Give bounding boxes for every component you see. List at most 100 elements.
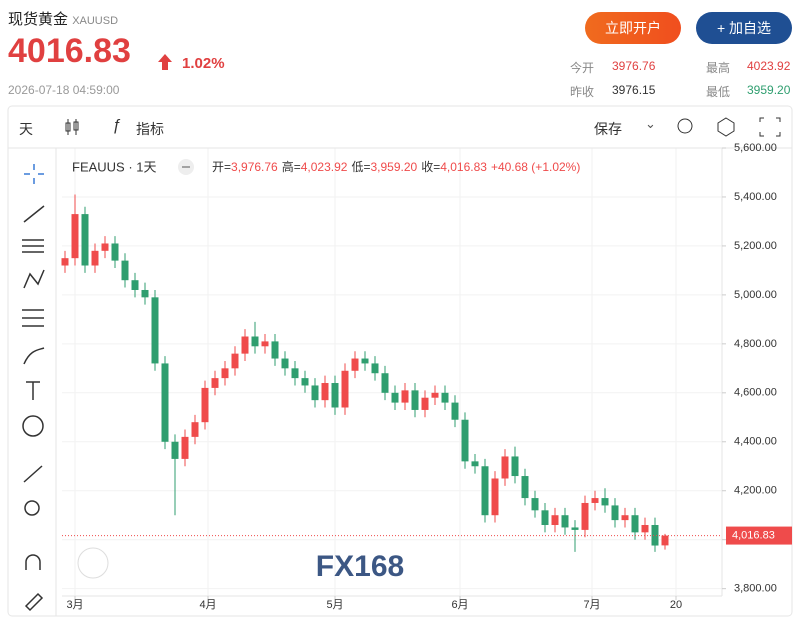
emoji-tool[interactable] (22, 415, 44, 437)
candle-body (661, 535, 669, 546)
candle-body (331, 383, 339, 408)
candle-body (651, 525, 659, 546)
text-tool[interactable] (26, 381, 40, 400)
stat-value: 3959.20 (747, 83, 791, 97)
candle-body (581, 502, 589, 530)
chart-style-button[interactable] (64, 117, 80, 137)
candle-body (281, 358, 289, 369)
settings[interactable] (717, 117, 735, 137)
candle-body (541, 510, 549, 526)
candle-body (251, 336, 259, 347)
candle-body (431, 392, 439, 398)
candle-body (361, 358, 369, 364)
candle-body (631, 515, 639, 533)
candle-body (531, 498, 539, 511)
candle-body (551, 515, 559, 526)
candle-body (221, 368, 229, 379)
candle-body (421, 397, 429, 410)
candle-body (521, 476, 529, 499)
candle-body (411, 390, 419, 410)
candle-body (571, 527, 579, 530)
lock-tool[interactable] (24, 592, 44, 612)
stat-value: 4023.92 (747, 59, 791, 73)
candle-body (641, 525, 649, 533)
x-tick-label: 6月 (451, 599, 468, 611)
x-tick-label: 5月 (326, 599, 343, 611)
y-tick-label: 5,400.00 (734, 191, 777, 203)
candle-body (401, 390, 409, 403)
candle-body (351, 358, 359, 371)
candle-body (201, 387, 209, 423)
candle-body (501, 456, 509, 479)
watermark: FX168 (316, 550, 404, 583)
quick-search[interactable] (677, 118, 693, 134)
x-tick-label: 7月 (583, 599, 600, 611)
legend-text: 4,023.92 (301, 160, 348, 174)
x-tick-label: 3月 (66, 599, 83, 611)
x-tick-label: 20 (670, 599, 682, 611)
brush-tool[interactable] (23, 347, 45, 365)
ruler-tool[interactable] (23, 465, 43, 483)
candle-body (481, 466, 489, 516)
candle-body (441, 392, 449, 403)
up-arrow (158, 54, 172, 70)
legend-text: 高= (282, 159, 301, 174)
save-button[interactable]: 保存 (594, 121, 622, 137)
y-tick-label: 5,200.00 (734, 240, 777, 252)
y-tick-label: 5,000.00 (734, 289, 777, 301)
legend-text: 收= (421, 160, 440, 174)
title: 现货黄金 (8, 11, 69, 28)
candle-body (321, 383, 329, 401)
y-tick-label: 4,600.00 (734, 387, 777, 399)
toolbar-icons (677, 117, 781, 137)
crosshair-tool[interactable] (24, 164, 44, 184)
y-tick-label: 4,400.00 (734, 436, 777, 448)
stat-label: 今开 (570, 61, 595, 75)
header-title: 现货黄金 XAUUSD (8, 8, 118, 29)
candle-body (381, 373, 389, 393)
candle-body (461, 419, 469, 462)
add-watch-button[interactable]: + 加自选 (696, 12, 792, 44)
open-account-button[interactable]: 立即开户 (585, 12, 681, 44)
legend-text: 3,976.76 (231, 160, 278, 174)
save-dropdown[interactable]: ⌄ (645, 116, 656, 131)
candle-body (71, 214, 79, 259)
pattern-tool[interactable] (23, 269, 45, 289)
stat-label: 最低 (706, 85, 731, 99)
series-name: FEAUUS · 1天 (72, 159, 157, 174)
symbol: XAUUSD (72, 15, 119, 27)
candle-body (611, 505, 619, 521)
candle-body (121, 260, 129, 281)
y-tick-label: 4,200.00 (734, 485, 777, 497)
prediction-tool[interactable] (22, 309, 44, 327)
legend-text: 低= (351, 160, 370, 174)
magnet-tool[interactable] (25, 554, 41, 570)
candle-body (161, 363, 169, 442)
candle-body (341, 370, 349, 408)
last-price-label: 4,016.83 (732, 529, 775, 541)
fx-icon: ƒ (112, 117, 121, 134)
candle-body (561, 515, 569, 528)
interval-button[interactable]: 天 (19, 121, 33, 137)
candle-body (181, 436, 189, 459)
y-tick-label: 5,600.00 (734, 142, 777, 154)
candle-body (311, 385, 319, 401)
candle-body (301, 378, 309, 386)
zoom-tool[interactable] (24, 500, 40, 516)
indicators-button[interactable]: 指标 (136, 121, 164, 137)
candle-body (511, 456, 519, 477)
line-tool[interactable] (23, 205, 45, 223)
candle-body (211, 378, 219, 388)
chart-frame (7, 105, 793, 617)
candle-body (471, 461, 479, 467)
grid (62, 147, 722, 596)
candle-body (241, 336, 249, 354)
fullscreen[interactable] (759, 117, 781, 137)
change: 1.02% (182, 55, 225, 72)
candle-body (231, 353, 239, 369)
legend-text: +40.68 (+1.02%) (491, 160, 580, 174)
fib-tool[interactable] (22, 239, 44, 253)
candle-body (491, 478, 499, 516)
y-tick-label: 3,800.00 (734, 583, 777, 595)
